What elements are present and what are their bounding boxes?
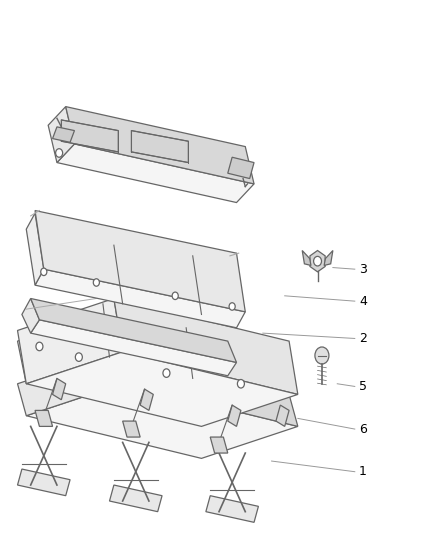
Polygon shape	[31, 320, 237, 376]
Text: 5: 5	[359, 380, 367, 393]
Polygon shape	[35, 410, 53, 426]
Polygon shape	[18, 309, 114, 384]
Text: 3: 3	[359, 263, 367, 276]
Circle shape	[163, 369, 170, 377]
Circle shape	[75, 353, 82, 361]
Circle shape	[172, 292, 178, 300]
Polygon shape	[57, 144, 254, 203]
Polygon shape	[302, 251, 311, 265]
Polygon shape	[31, 298, 237, 362]
Polygon shape	[35, 269, 245, 328]
Text: 2: 2	[359, 332, 367, 345]
Polygon shape	[53, 127, 74, 142]
Polygon shape	[140, 389, 153, 410]
Polygon shape	[123, 421, 140, 437]
Polygon shape	[131, 131, 188, 163]
Polygon shape	[324, 251, 333, 265]
Polygon shape	[66, 107, 254, 184]
Polygon shape	[206, 496, 258, 522]
Circle shape	[237, 379, 244, 388]
Polygon shape	[228, 157, 254, 179]
Text: 1: 1	[359, 465, 367, 478]
Polygon shape	[18, 298, 123, 384]
Circle shape	[41, 268, 47, 276]
Polygon shape	[210, 437, 228, 453]
Text: 4: 4	[359, 295, 367, 308]
Polygon shape	[35, 211, 245, 312]
Circle shape	[315, 347, 329, 364]
Polygon shape	[26, 384, 298, 458]
Polygon shape	[18, 469, 70, 496]
Polygon shape	[310, 251, 325, 272]
Polygon shape	[26, 213, 44, 285]
Circle shape	[36, 342, 43, 351]
Polygon shape	[26, 352, 298, 426]
Polygon shape	[110, 485, 162, 512]
Polygon shape	[228, 405, 241, 426]
Circle shape	[314, 256, 321, 266]
Polygon shape	[61, 120, 118, 152]
Circle shape	[229, 303, 235, 310]
Polygon shape	[48, 107, 74, 163]
Polygon shape	[114, 298, 298, 394]
Circle shape	[56, 149, 63, 157]
Polygon shape	[22, 298, 39, 333]
Polygon shape	[53, 378, 66, 400]
Text: 6: 6	[359, 423, 367, 435]
Polygon shape	[114, 352, 298, 426]
Circle shape	[93, 279, 99, 286]
Polygon shape	[18, 352, 123, 416]
Polygon shape	[276, 405, 289, 426]
